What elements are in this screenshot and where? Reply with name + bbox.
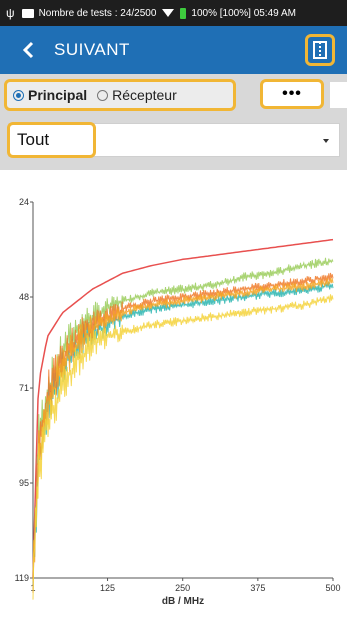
filter-row: Tout xyxy=(0,118,347,170)
x-tick-label: 375 xyxy=(250,583,265,593)
tab-recepteur[interactable]: Récepteur xyxy=(112,87,177,103)
filter-highlight xyxy=(7,122,96,158)
wifi-icon xyxy=(162,9,175,17)
series-line xyxy=(32,238,334,579)
series-line xyxy=(32,294,334,600)
radio-recepteur[interactable] xyxy=(97,89,109,101)
more-options-button[interactable]: ••• xyxy=(260,79,324,109)
battery-icon xyxy=(180,7,187,19)
series-line xyxy=(32,281,334,586)
chevron-left-icon[interactable] xyxy=(10,26,46,74)
page-title: SUIVANT xyxy=(54,40,130,59)
filter-dropdown[interactable]: Tout xyxy=(8,123,340,157)
app-bar: SUIVANT xyxy=(0,26,347,74)
status-bar: ψ Nombre de tests : 24/2500 100% [100%] … xyxy=(0,0,347,26)
y-tick-label: 71 xyxy=(19,383,29,393)
folder-icon xyxy=(21,8,34,18)
tab-selector: Principal Récepteur xyxy=(4,79,236,111)
split-view-button[interactable] xyxy=(305,34,335,66)
more-button-edge xyxy=(330,82,347,108)
y-tick-label: 95 xyxy=(19,478,29,488)
battery-time-text: 100% [100%] 05:49 AM xyxy=(191,7,296,19)
series-line xyxy=(32,278,334,582)
x-tick-label: 250 xyxy=(175,583,190,593)
filter-selected-value: Tout xyxy=(17,130,50,149)
radio-principal[interactable] xyxy=(13,89,24,101)
tab-principal[interactable]: Principal xyxy=(28,87,88,103)
caret-down-icon xyxy=(323,139,329,143)
tests-count-text: Nombre de tests : 24/2500 xyxy=(38,7,157,19)
usb-icon: ψ xyxy=(6,6,15,20)
y-tick-label: 24 xyxy=(19,197,29,207)
y-tick-label: 119 xyxy=(15,573,29,583)
y-tick-label: 48 xyxy=(19,292,29,302)
x-tick-label: 125 xyxy=(100,583,115,593)
x-tick-label: 500 xyxy=(325,583,340,593)
split-view-icon xyxy=(313,41,327,59)
tab-row: Principal Récepteur ••• xyxy=(0,74,347,118)
x-axis-label: dB / MHz xyxy=(162,596,204,607)
